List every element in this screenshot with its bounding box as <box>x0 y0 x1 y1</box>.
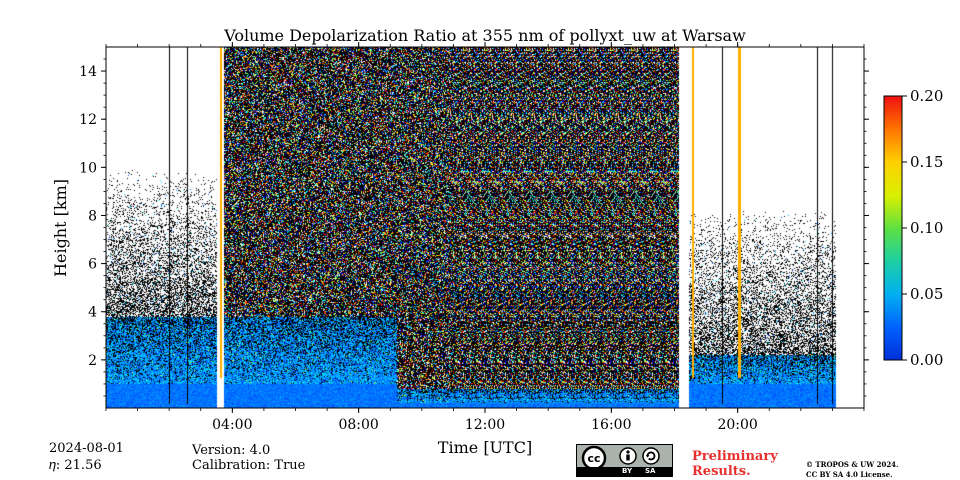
cc-icon-text: cc <box>587 452 600 465</box>
colorbar-gradient <box>883 95 903 361</box>
copyright-notice: © TROPOS & UW 2024. CC BY SA 4.0 License… <box>806 460 899 480</box>
calibration-label: Calibration: True <box>192 458 306 473</box>
y-tick-label: 12 <box>79 112 97 128</box>
copyright-line-2: CC BY SA 4.0 License. <box>806 470 893 479</box>
sa-icon <box>642 447 660 465</box>
y-axis-label: Height [km] <box>51 179 70 277</box>
minor-ticks <box>103 44 867 411</box>
plot-area <box>105 46 865 409</box>
colorbar-tick-label: 0.20 <box>910 87 943 105</box>
heatmap-image <box>106 47 864 408</box>
x-tick-label: 04:00 <box>212 417 252 433</box>
date-label: 2024-08-01 <box>49 441 124 456</box>
preliminary-results-label: Preliminary Results. <box>692 449 778 479</box>
x-tick-label: 20:00 <box>717 417 757 433</box>
colorbar-tick-label: 0.05 <box>910 285 943 303</box>
y-tick-label: 10 <box>79 160 97 176</box>
y-tick-label: 4 <box>88 305 97 321</box>
y-tick-label: 2 <box>88 353 97 369</box>
eta-label: 𝜂: 21.56 <box>49 458 102 473</box>
colorbar-ticks: 0.00 0.05 0.10 0.15 0.20 <box>902 87 943 369</box>
by-label: BY <box>622 467 633 475</box>
preliminary-line-2: Results. <box>692 464 751 479</box>
version-label: Version: 4.0 <box>192 443 271 458</box>
x-tick-label: 12:00 <box>465 417 505 433</box>
preliminary-line-1: Preliminary <box>692 449 778 464</box>
chart-title: Volume Depolarization Ratio at 355 nm of… <box>223 26 746 45</box>
x-tick-label: 08:00 <box>338 417 378 433</box>
x-axis: 04:00 08:00 12:00 16:00 20:00 <box>212 42 758 433</box>
x-tick-label: 16:00 <box>591 417 631 433</box>
colorbar-tick-label: 0.10 <box>910 219 943 237</box>
cc-license-badge: cc BY SA <box>576 444 673 477</box>
colorbar: 0.00 0.05 0.10 0.15 0.20 <box>883 87 943 369</box>
x-axis-label: Time [UTC] <box>438 438 532 457</box>
copyright-line-1: © TROPOS & UW 2024. <box>806 460 899 469</box>
y-tick-label: 8 <box>88 208 97 224</box>
colorbar-tick-label: 0.00 <box>910 351 943 369</box>
y-tick-label: 14 <box>79 64 97 80</box>
sa-label: SA <box>645 467 656 475</box>
y-tick-label: 6 <box>88 257 97 273</box>
colorbar-tick-label: 0.15 <box>910 153 943 171</box>
